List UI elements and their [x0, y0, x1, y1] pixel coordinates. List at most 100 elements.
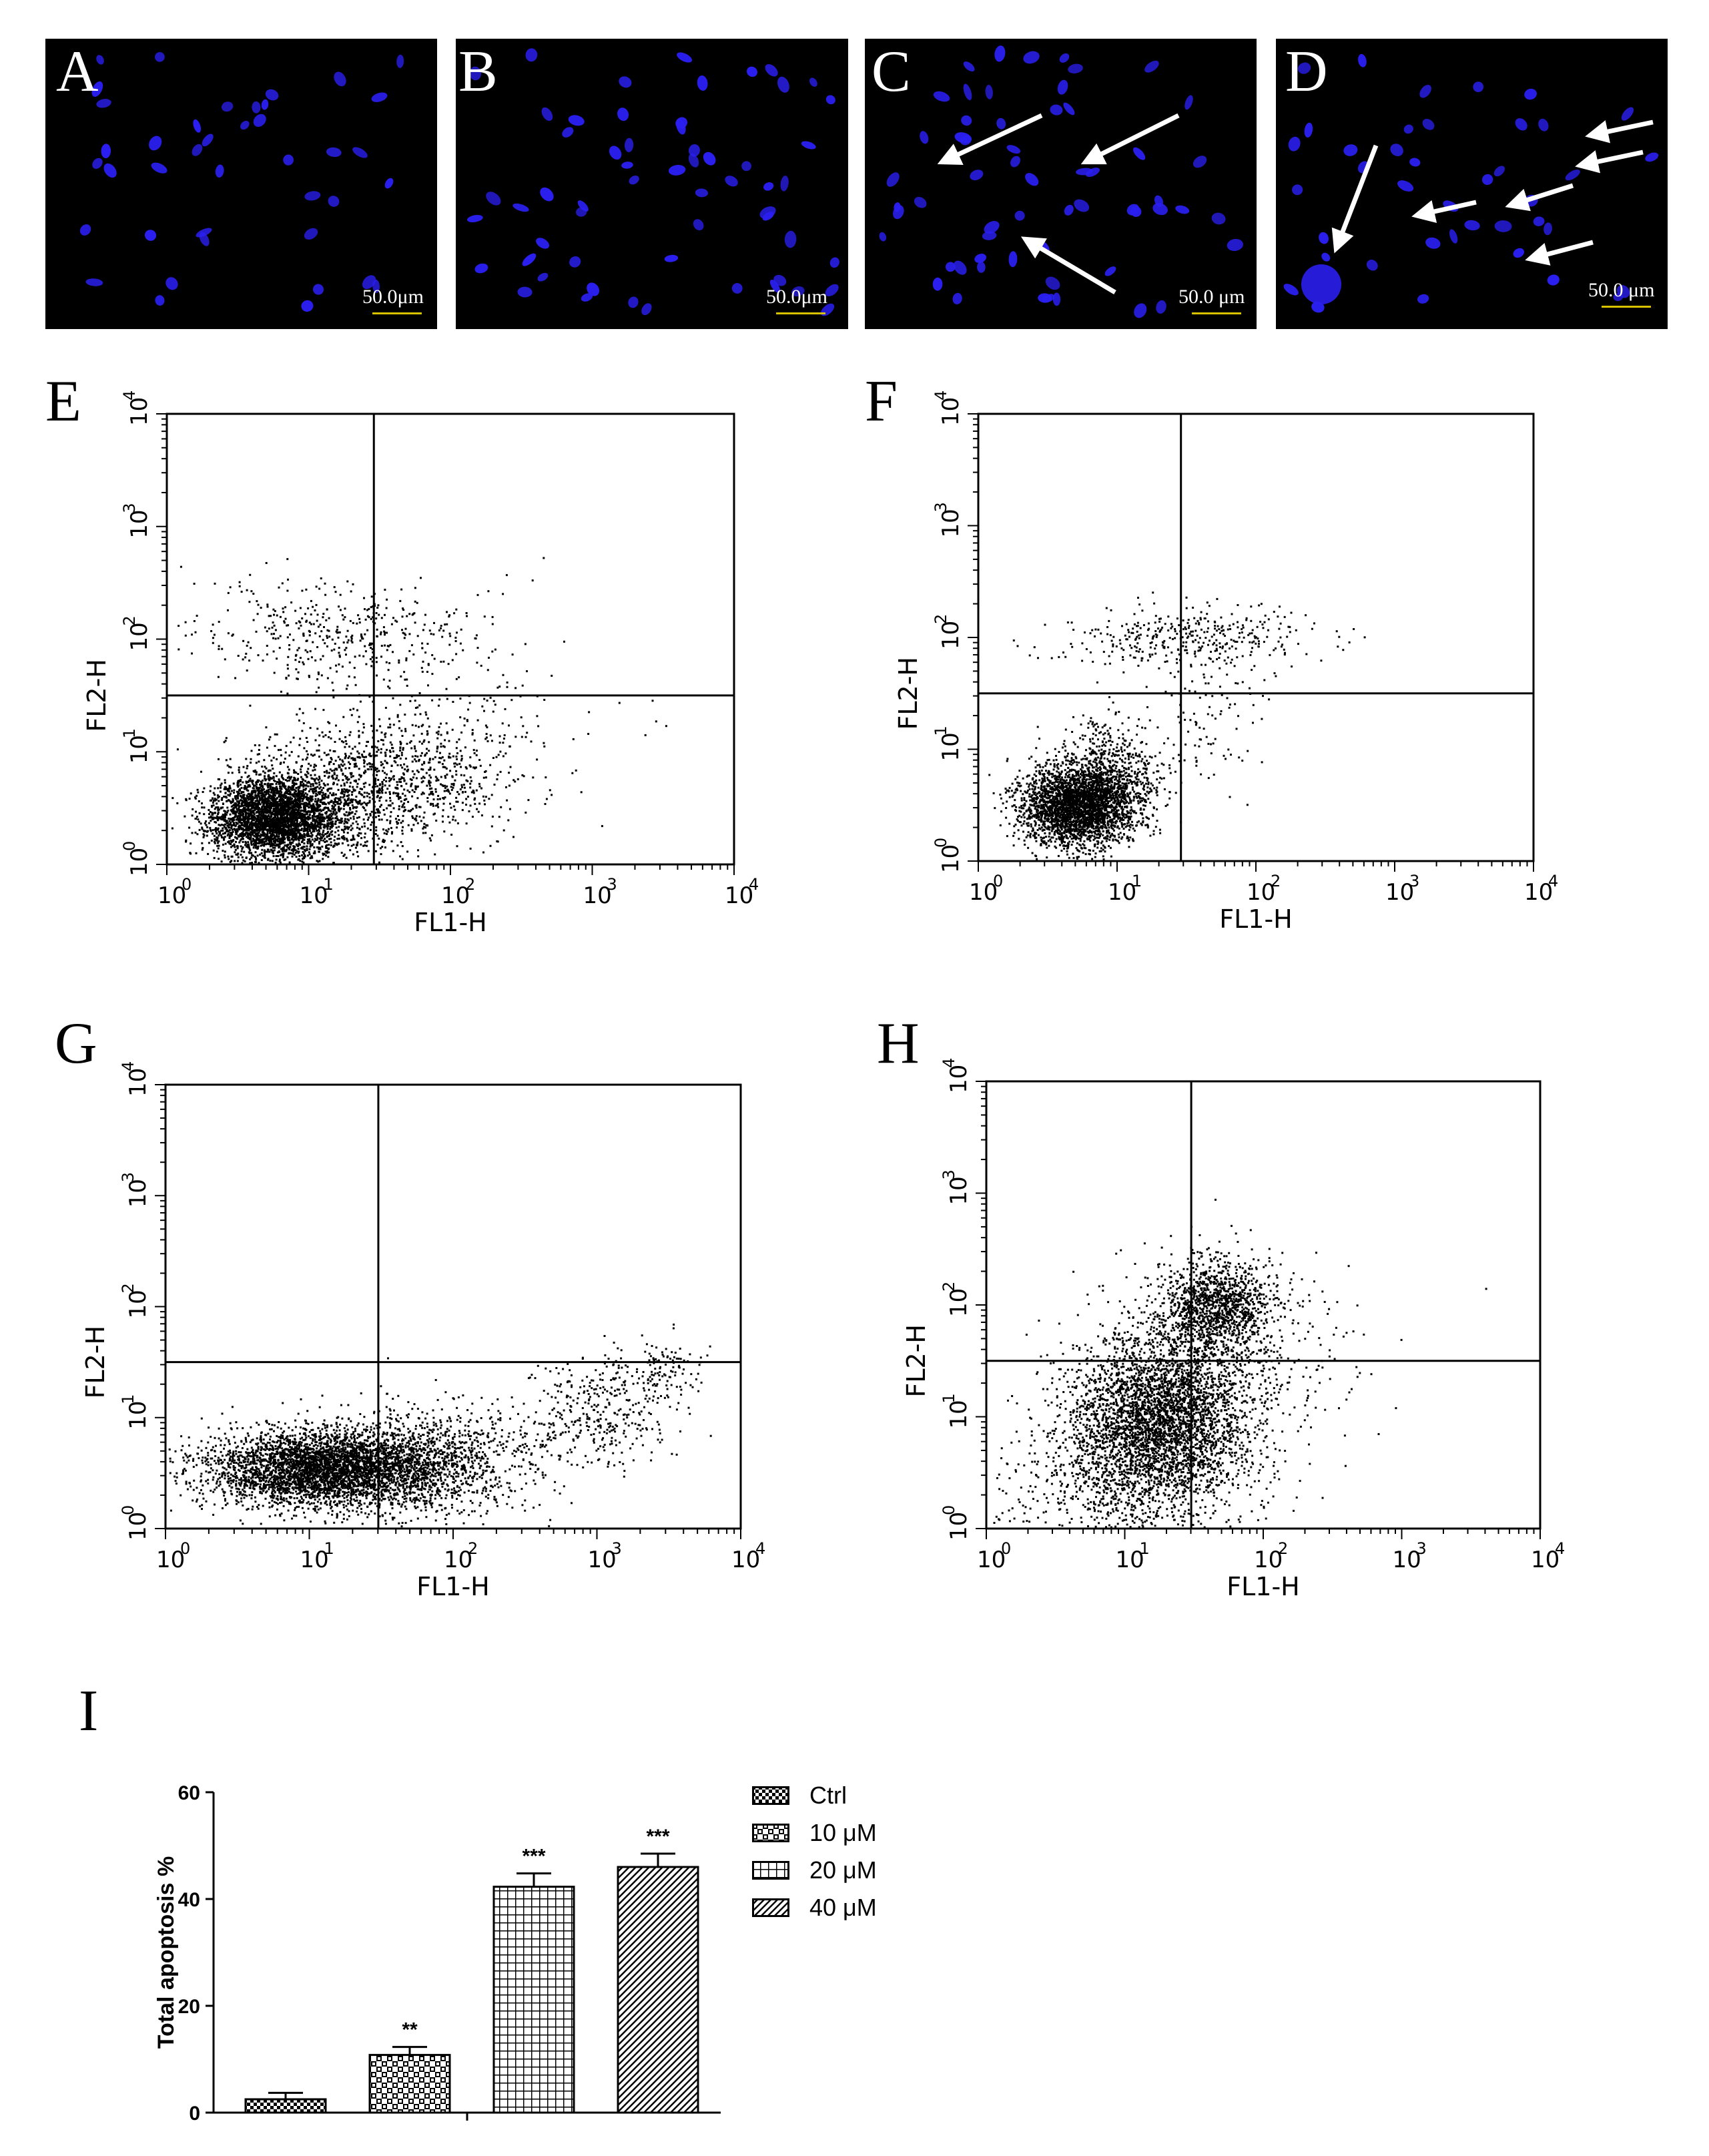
cell-nucleus [1006, 145, 1021, 154]
x-tick-exponent: 1 [324, 1539, 334, 1558]
cell-nucleus [1104, 266, 1116, 276]
x-tick-label: 10 [588, 1547, 617, 1573]
x-tick-label: 10 [1524, 879, 1553, 906]
cell-nucleus [703, 152, 716, 166]
y-tick-label: 10 [946, 1400, 972, 1428]
cell-nucleus [581, 293, 593, 302]
cell-nucleus [312, 284, 324, 295]
cell-nucleus [688, 144, 700, 157]
y-tick-label: 10 [125, 1068, 151, 1097]
micrograph-c: C 50.0 μm [865, 39, 1257, 329]
cell-nucleus [1403, 124, 1413, 134]
cell-nucleus [879, 232, 887, 242]
y-tick-label: 10 [938, 509, 964, 537]
y-tick-label: 10 [946, 1512, 972, 1541]
cell-nucleus [693, 219, 704, 231]
y-tick-label: 10 [938, 621, 964, 649]
legend-label-10um: 10 μM [809, 1820, 877, 1846]
scale-bar-d [1602, 306, 1651, 308]
panel-letter-b: B [458, 43, 498, 101]
arrow-indicator [1411, 200, 1477, 224]
micrograph-b: B 50.0μm [456, 39, 848, 329]
cell-nucleus [1152, 203, 1168, 216]
legend-swatch-20um [752, 1861, 789, 1880]
cell-nucleus [894, 202, 901, 212]
cell-nucleus [1297, 62, 1311, 74]
cell-nucleus [1192, 156, 1207, 168]
cell-nucleus [199, 232, 210, 246]
event-dots [171, 557, 667, 864]
x-tick-label: 10 [157, 882, 186, 909]
x-tick-label: 10 [1108, 879, 1136, 906]
x-tick-label: 10 [731, 1547, 760, 1573]
cell-nucleus [192, 144, 203, 156]
cell-nucleus [1481, 174, 1493, 186]
cell-nucleus [970, 170, 984, 181]
significance-marker: ** [402, 2019, 418, 2041]
y-tick-label-group: 103 [932, 502, 964, 537]
y-tick-label: 10 [125, 1290, 151, 1318]
x-tick-exponent: 2 [1278, 1539, 1288, 1558]
y-tick-label: 10 [126, 622, 153, 651]
cell-nucleus [763, 182, 774, 191]
cell-nucleus [155, 295, 165, 306]
y-tick-label: 10 [125, 1179, 151, 1207]
panel-letter-a: A [56, 43, 99, 101]
panel-letter-h: H [877, 1015, 920, 1073]
scale-bar-label-b: 50.0μm [766, 287, 827, 307]
cell-nucleus [1417, 294, 1429, 304]
y-tick-label-group: 104 [940, 1058, 972, 1093]
cell-nucleus [886, 172, 900, 187]
cell-nucleus [1425, 237, 1441, 249]
scale-bar-label-a: 50.0μm [362, 287, 424, 307]
cell-nucleus [215, 164, 224, 178]
cell-nucleus [1074, 199, 1090, 212]
cell-nucleus [1366, 260, 1378, 271]
legend-item-10um: 10 μM [752, 1820, 952, 1846]
y-tick-exponent: 1 [940, 1393, 958, 1403]
y-tick-exponent: 4 [119, 1061, 137, 1071]
nuclei-field-a [79, 52, 404, 312]
cell-nucleus [1134, 303, 1147, 318]
y-tick-label: 40 [178, 1889, 200, 1911]
cell-nucleus [829, 257, 839, 268]
cell-nucleus [688, 154, 699, 168]
cell-nucleus [1464, 220, 1480, 231]
cell-nucleus [933, 91, 950, 102]
cell-nucleus [569, 256, 581, 268]
cell-nucleus [1057, 79, 1068, 95]
cell-nucleus [1052, 292, 1061, 306]
y-tick-exponent: 3 [932, 502, 950, 512]
cell-nucleus [1064, 204, 1074, 216]
cell-nucleus [963, 83, 972, 101]
y-tick-exponent: 2 [940, 1282, 958, 1292]
cell-nucleus [326, 147, 342, 158]
cell-nucleus [328, 196, 340, 207]
cell-nucleus [697, 75, 708, 91]
x-tick-label: 10 [1531, 1547, 1560, 1573]
cell-nucleus [952, 292, 962, 304]
cell-nucleus [1409, 158, 1421, 167]
x-tick-label: 10 [1254, 1547, 1283, 1573]
event-dots [168, 1323, 712, 1528]
cell-nucleus [562, 127, 574, 138]
cell-nucleus [91, 81, 103, 97]
cell-nucleus [762, 212, 774, 221]
panel-letter-e: E [45, 372, 81, 431]
y-tick-exponent: 4 [120, 390, 139, 400]
cell-nucleus [1292, 184, 1303, 196]
cell-nucleus [1211, 212, 1226, 225]
y-tick-label: 10 [126, 509, 153, 538]
cell-nucleus [809, 77, 817, 87]
cell-nucleus [617, 107, 629, 121]
x-tick-label: 10 [1393, 1547, 1421, 1573]
cell-nucleus [304, 228, 318, 240]
y-tick-label: 10 [938, 732, 964, 761]
cell-nucleus [283, 154, 294, 166]
y-tick-label-group: 101 [119, 1394, 151, 1429]
y-tick-label-group: 101 [120, 728, 153, 764]
y-tick-exponent: 4 [940, 1058, 958, 1068]
cell-nucleus [1621, 107, 1634, 121]
